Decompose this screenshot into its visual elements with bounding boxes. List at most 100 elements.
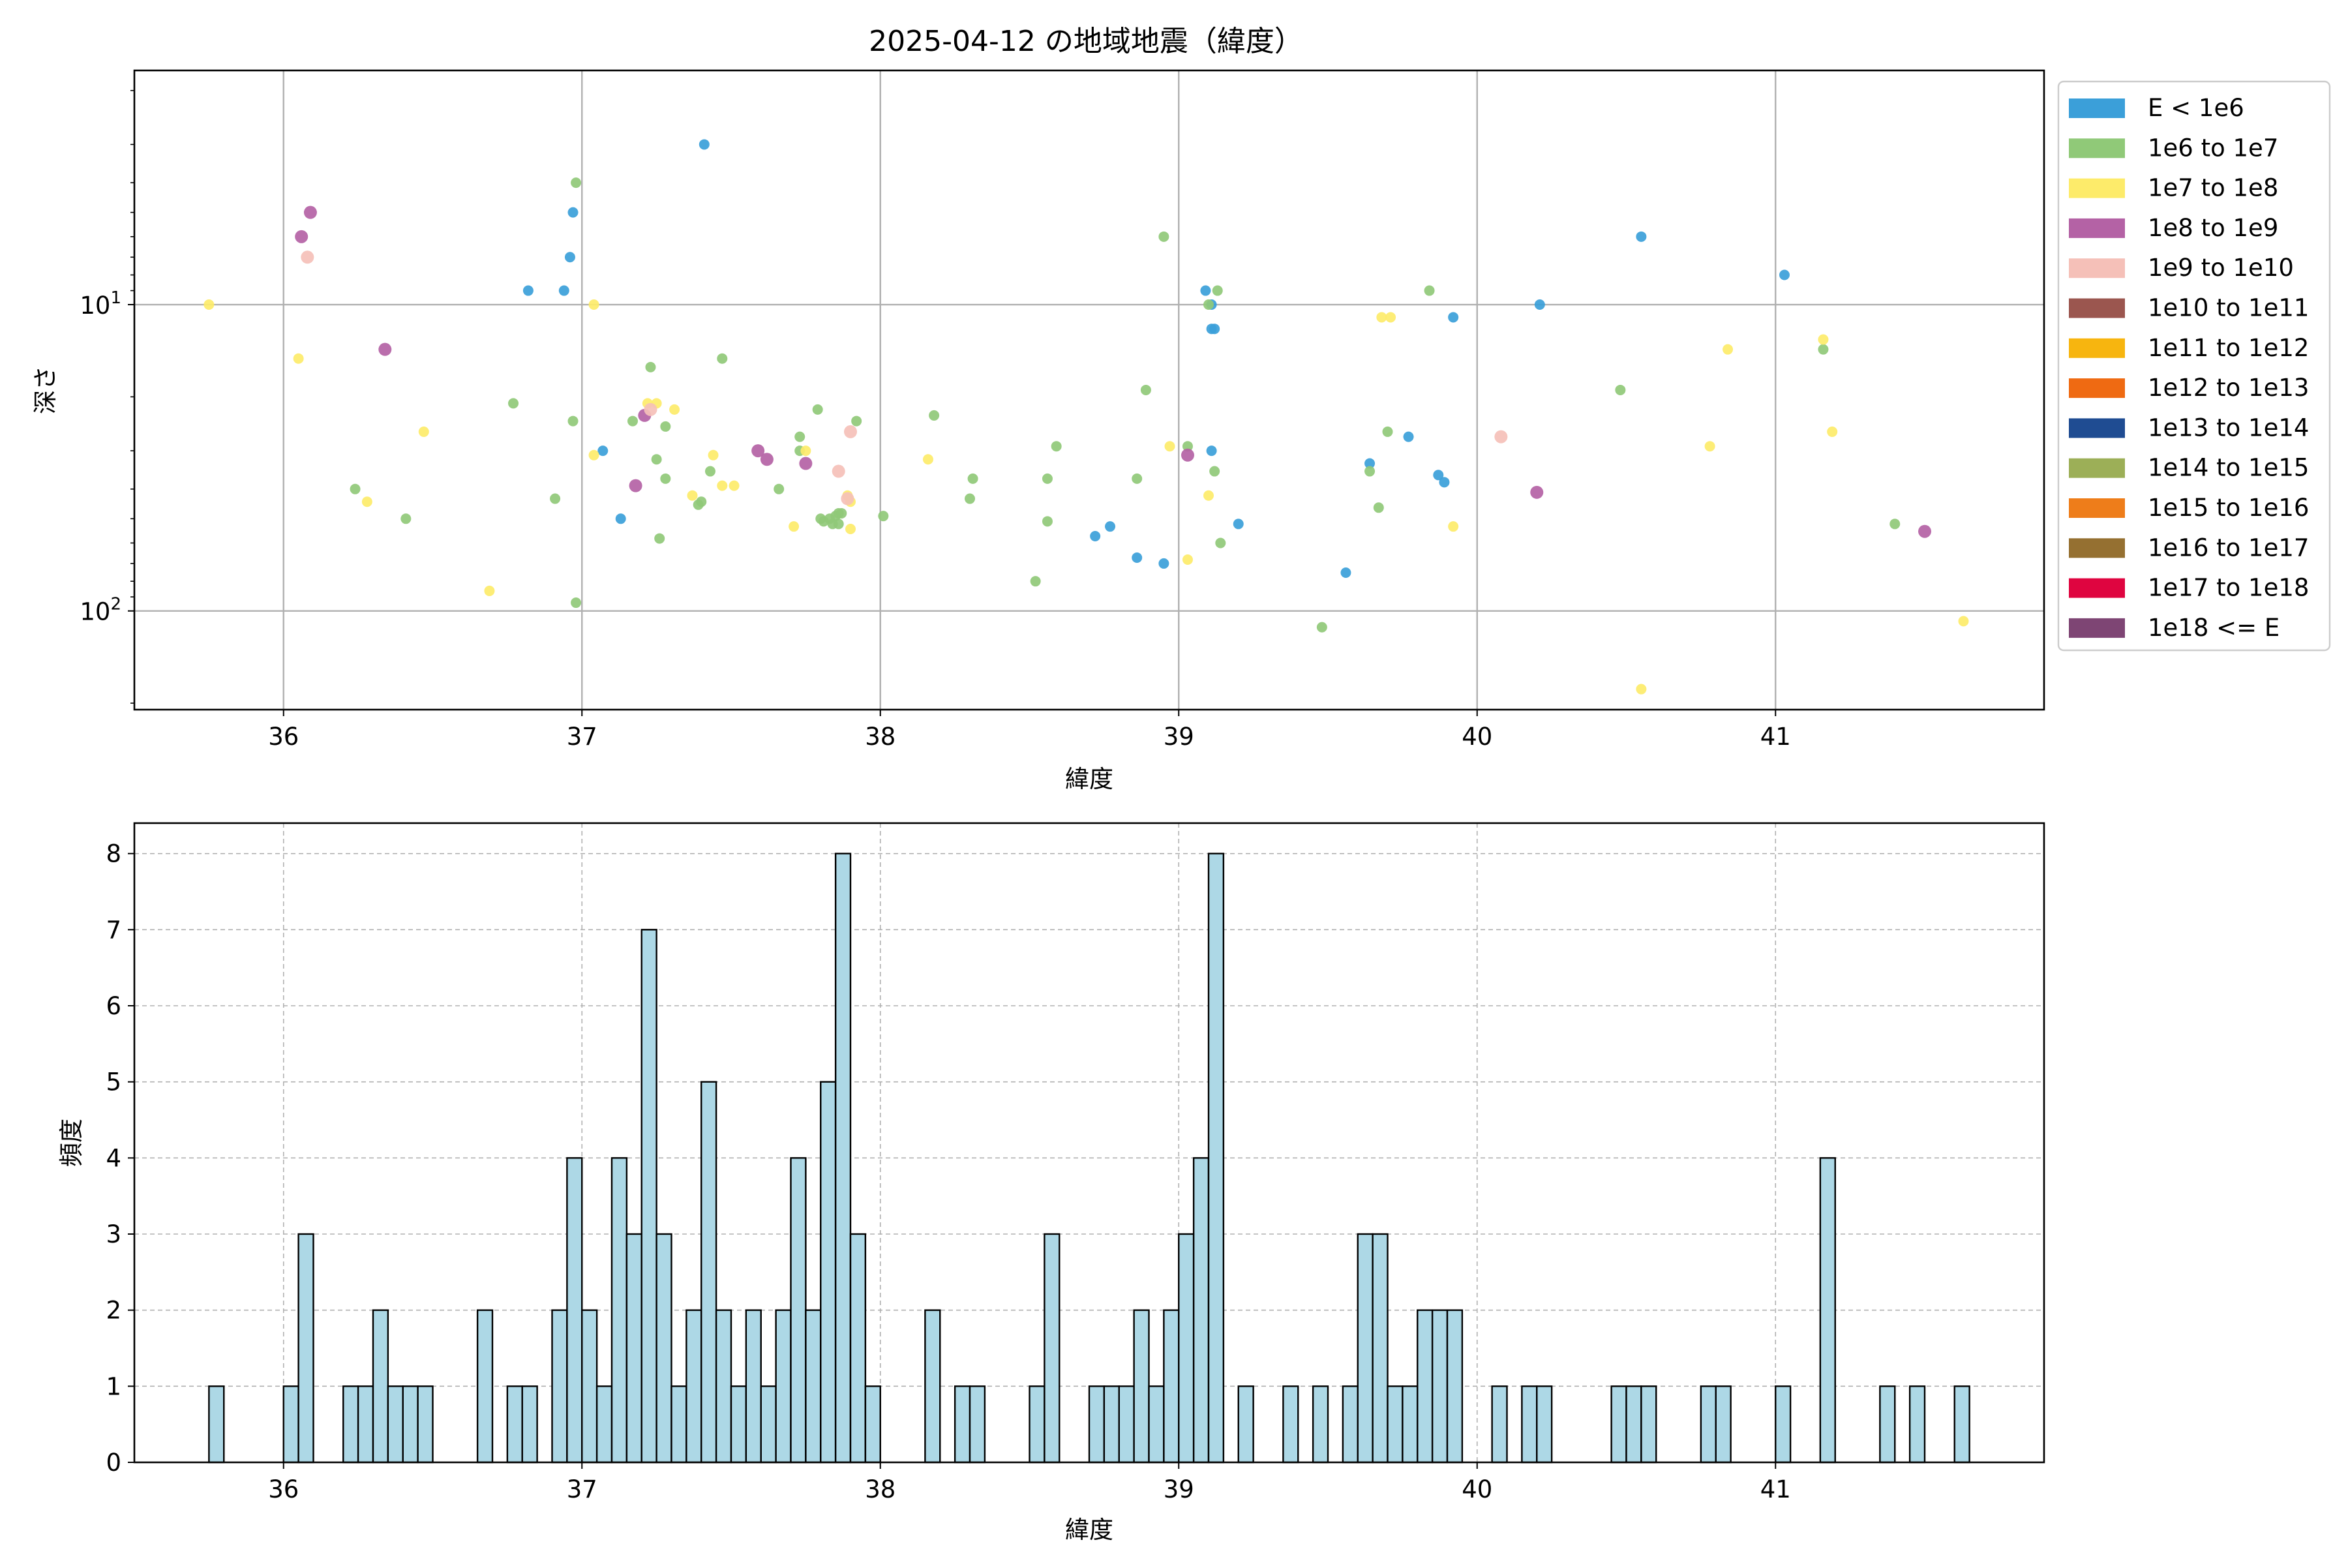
legend-swatch [2069,98,2125,118]
histogram-x-tick-label: 37 [567,1475,597,1503]
scatter-point [1051,441,1062,452]
scatter-point [1424,285,1435,296]
histogram-bar [1192,1157,1210,1464]
scatter-point [1534,299,1545,310]
histogram-bar [1521,1385,1538,1464]
histogram-y-tick-label: 2 [106,1297,121,1325]
legend-swatch [2069,538,2125,558]
scatter-point [303,205,317,219]
scatter-point [508,398,519,409]
histogram-y-tick-label: 5 [106,1068,121,1096]
histogram-bar [640,929,657,1464]
histogram-bar [1237,1385,1254,1464]
scatter-point [1203,299,1214,310]
histogram-bar [1446,1309,1464,1464]
histogram-bar [1610,1385,1627,1464]
legend: E < 1e6 1e6 to 1e7 1e7 to 1e8 1e8 to 1e9 1e9… [2057,80,2331,652]
scatter-point [1385,312,1396,323]
legend-label: 1e9 to 1e10 [2148,254,2294,282]
scatter-point [660,421,671,432]
histogram-bar [1879,1385,1896,1464]
legend-label: 1e6 to 1e7 [2148,134,2278,162]
scatter-point [378,342,392,356]
histogram-bar [1417,1309,1434,1464]
histogram-bar [730,1385,747,1464]
scatter-point [760,453,774,466]
histogram-bar [417,1385,434,1464]
scatter-point [1918,524,1931,538]
scatter-point [1042,473,1053,484]
legend-label: 1e13 to 1e14 [2148,414,2309,442]
histogram-frame [133,822,2045,1464]
scatter-point [1158,231,1169,242]
scatter-point [827,519,838,530]
histogram-y-tick-label: 4 [106,1144,121,1172]
scatter-points [203,139,1969,695]
histogram-bar [1282,1385,1299,1464]
legend-swatch [2069,458,2125,478]
scatter-point [1827,426,1838,437]
scatter-point [717,353,728,364]
legend-swatch [2069,378,2125,399]
scatter-point [1132,552,1143,563]
scatter-point [203,299,215,310]
legend-swatch [2069,258,2125,279]
scatter-frame [133,69,2045,711]
scatter-y-ticks: 101 102 [80,89,134,704]
scatter-point [522,285,534,296]
scatter-point [836,507,847,519]
legend-swatch [2069,418,2125,438]
scatter-point [293,353,304,364]
scatter-panel: 36 37 38 39 40 41 101 102 緯度 深さ [31,69,2045,793]
legend-items: E < 1e6 1e6 to 1e7 1e7 to 1e8 1e8 to 1e9 1e9… [2069,94,2309,642]
histogram-plot-area [134,823,2044,1462]
scatter-point [567,207,579,218]
histogram-y-tick-label: 1 [106,1372,121,1400]
histogram-bar [551,1309,568,1464]
histogram-bar [805,1309,822,1464]
scatter-point [794,431,805,442]
histogram-bar [685,1309,702,1464]
scatter-point [844,425,857,438]
histogram-bar [566,1157,583,1464]
histogram-bar [1431,1309,1449,1464]
scatter-point [1316,622,1327,633]
histogram-bar [849,1233,867,1464]
scatter-point [645,361,656,372]
scatter-point [751,444,765,458]
scatter-point [644,402,657,416]
legend-swatch [2069,578,2125,598]
histogram-bar [745,1309,762,1464]
scatter-x-tick-label: 37 [567,723,597,751]
histogram-bar [297,1233,314,1464]
histogram-bar [1819,1157,1836,1464]
histogram-bar [1148,1385,1165,1464]
scatter-point [967,473,978,484]
scatter-point [1105,521,1116,532]
legend-label: 1e14 to 1e15 [2148,454,2309,482]
scatter-point [922,454,933,465]
scatter-point [717,480,728,491]
scatter-point [1200,285,1211,296]
scatter-point [558,285,569,296]
histogram-bar [1625,1385,1642,1464]
scatter-point [1448,521,1459,532]
histogram-bar [357,1385,374,1464]
histogram-bar [1491,1385,1508,1464]
scatter-point [800,445,811,457]
scatter-point [1889,519,1901,530]
histogram-bar [820,1081,837,1464]
histogram-bar [954,1385,971,1464]
histogram-bar [610,1157,628,1464]
legend-label: 1e12 to 1e13 [2148,374,2309,402]
scatter-point [1615,384,1626,395]
scatter-x-tick-label: 36 [268,723,299,751]
scatter-point [1439,477,1450,488]
scatter-point [851,415,862,427]
scatter-point [1090,531,1101,542]
legend-swatch [2069,298,2125,318]
scatter-point [1364,458,1376,469]
scatter-point [295,230,309,243]
scatter-point [627,415,639,427]
